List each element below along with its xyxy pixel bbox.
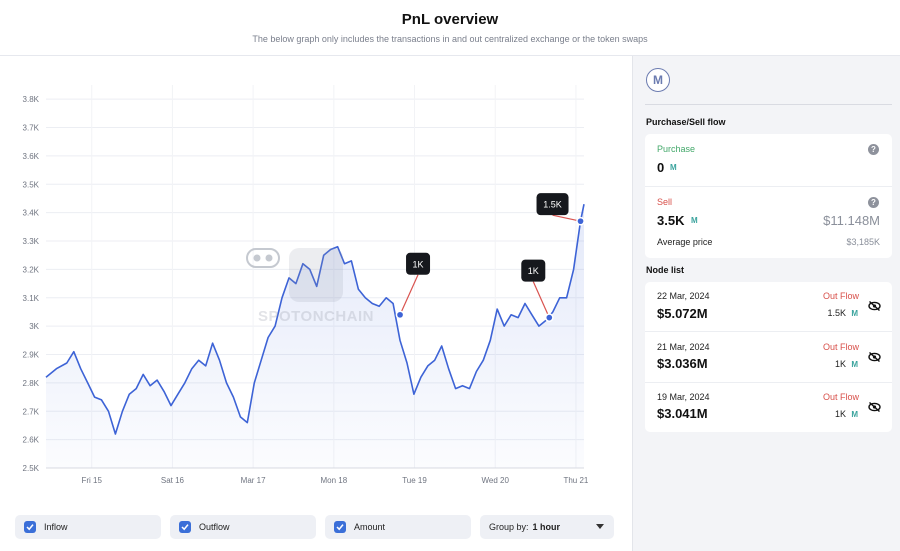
token-logo-icon: M	[646, 68, 670, 92]
y-tick-label: 3.7K	[23, 124, 40, 133]
x-tick-label: Wed 20	[482, 476, 510, 485]
node-type: Out Flow	[822, 392, 859, 402]
node-amount: 1K	[834, 409, 846, 419]
x-tick-label: Thu 21	[563, 476, 588, 485]
annotation-leader-line	[532, 281, 550, 318]
node-type: Out Flow	[822, 291, 859, 301]
outflow-toggle[interactable]: Outflow	[170, 515, 316, 539]
eye-off-icon[interactable]	[868, 301, 881, 311]
divider	[645, 186, 892, 187]
group-by-value: 1 hour	[532, 522, 561, 532]
annotation-point	[576, 216, 585, 226]
average-price-label: Average price	[657, 237, 713, 247]
sell-value: 3.5K	[657, 213, 685, 228]
pnl-chart: 3.8K 3.7K 3.6K 3.5K 3.4K 3.3K 3.2K 3.1K 3K 2.9K 2.…	[0, 56, 632, 506]
purchase-sell-title: Purchase/Sell flow	[646, 117, 726, 127]
group-by-label: Group by:	[489, 522, 529, 532]
annotation-point	[544, 313, 554, 322]
average-price-value: $3,185K	[846, 237, 880, 247]
y-tick-label: 2.6K	[23, 436, 40, 445]
token-sidebar: M Purchase/Sell flow Purchase ? 0 M Sell…	[632, 56, 900, 551]
annotation-leader-line	[399, 274, 419, 316]
node-usd: $5.072M	[657, 306, 708, 321]
amount-label: Amount	[354, 522, 386, 532]
y-tick-label: 3.4K	[23, 209, 40, 218]
node-list-title: Node list	[646, 265, 685, 275]
node-date: 19 Mar, 2024	[657, 392, 710, 402]
token-mini-icon: M	[851, 309, 858, 318]
series-line	[45, 204, 585, 435]
outflow-label: Outflow	[199, 522, 230, 532]
token-mini-icon: M	[691, 216, 698, 225]
y-tick-label: 3.1K	[23, 294, 40, 303]
checkbox-checked-icon[interactable]	[179, 521, 191, 533]
annotation-point	[395, 310, 405, 320]
y-tick-label: 2.5K	[23, 464, 40, 473]
y-tick-label: 3.6K	[23, 152, 40, 161]
amount-toggle[interactable]: Amount	[325, 515, 471, 539]
checkbox-checked-icon[interactable]	[24, 521, 36, 533]
annotation-badge	[521, 259, 546, 282]
purchase-label: Purchase	[657, 144, 696, 154]
y-tick-label: 3.5K	[23, 180, 40, 189]
annotation-badge	[406, 252, 431, 275]
node-list-card: 22 Mar, 2024 Out Flow $5.072M 1.5K M 21 …	[645, 282, 892, 432]
inflow-toggle[interactable]: Inflow	[15, 515, 161, 539]
annotation-label: 1K	[413, 259, 424, 269]
x-tick-label: Fri 15	[82, 476, 103, 485]
annotation-leader-line	[552, 214, 581, 222]
page-title: PnL overview	[401, 11, 499, 28]
sell-usd-value: $11.148M	[823, 213, 880, 228]
eye-off-icon[interactable]	[868, 352, 881, 362]
y-tick-label: 3.3K	[23, 237, 40, 246]
annotation-badge	[536, 193, 569, 216]
divider	[645, 382, 892, 383]
node-amount: 1K	[834, 359, 846, 369]
help-icon[interactable]: ?	[868, 144, 879, 155]
series-area	[46, 204, 584, 468]
sell-label: Sell	[657, 197, 673, 207]
y-tick-label: 2.8K	[23, 379, 40, 388]
checkbox-checked-icon[interactable]	[334, 521, 346, 533]
pnl-chart-svg: 3.8K 3.7K 3.6K 3.5K 3.4K 3.3K 3.2K 3.1K 3K 2.9K 2.…	[23, 85, 589, 485]
eye-off-icon[interactable]	[868, 402, 881, 412]
node-amount: 1.5K	[827, 308, 846, 318]
y-tick-label: 3K	[29, 322, 39, 331]
page-header: PnL overview The below graph only includ…	[0, 0, 900, 56]
node-date: 21 Mar, 2024	[657, 342, 710, 352]
node-usd: $3.041M	[657, 406, 708, 421]
token-mini-icon: M	[851, 360, 858, 369]
x-tick-label: Mon 18	[320, 476, 347, 485]
help-icon[interactable]: ?	[868, 197, 879, 208]
group-by-select[interactable]: Group by: 1 hour	[480, 515, 614, 539]
chart-controls: Inflow Outflow Amount Group by: 1 hour	[0, 506, 632, 551]
node-usd: $3.036M	[657, 356, 708, 371]
token-mini-icon: M	[670, 163, 677, 172]
annotation-label: 1.5K	[543, 200, 562, 210]
page-subtitle: The below graph only includes the transa…	[252, 34, 648, 44]
inflow-label: Inflow	[44, 522, 68, 532]
y-tick-label: 2.7K	[23, 407, 40, 416]
x-tick-label: Sat 16	[161, 476, 185, 485]
y-tick-label: 2.9K	[23, 351, 40, 360]
purchase-value: 0	[657, 160, 665, 175]
x-tick-label: Mar 17	[241, 476, 266, 485]
divider	[645, 104, 892, 105]
purchase-sell-card: Purchase ? 0 M Sell ? 3.5K M $11.148M Av…	[645, 134, 892, 258]
y-tick-label: 3.8K	[23, 95, 40, 104]
chevron-down-icon[interactable]	[596, 524, 604, 529]
divider	[645, 331, 892, 332]
node-date: 22 Mar, 2024	[657, 291, 710, 301]
y-tick-label: 3.2K	[23, 265, 40, 274]
x-tick-label: Tue 19	[402, 476, 427, 485]
token-mini-icon: M	[851, 410, 858, 419]
node-type: Out Flow	[822, 342, 859, 352]
annotation-label: 1K	[528, 266, 539, 276]
